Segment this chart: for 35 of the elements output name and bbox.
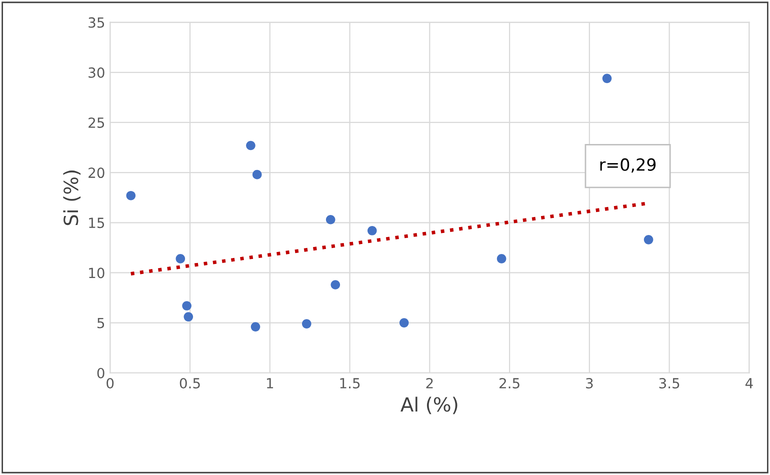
y-tick-label: 15 — [89, 218, 104, 228]
x-tick-label: 0 — [106, 378, 114, 388]
point — [252, 170, 262, 180]
x-tick-label: 3 — [586, 378, 593, 388]
x-tick-label: 1 — [266, 378, 274, 388]
point — [367, 226, 377, 236]
y-tick-label: 0 — [97, 368, 104, 378]
y-tick-label: 35 — [88, 17, 104, 28]
point — [176, 254, 186, 264]
point — [246, 140, 256, 150]
y-tick-label: 20 — [88, 168, 104, 178]
point — [182, 301, 192, 310]
point — [330, 280, 340, 290]
point — [302, 319, 312, 328]
point — [126, 190, 136, 200]
x-tick-label: 0.5 — [180, 378, 200, 388]
annotation: r=0,29 — [600, 158, 656, 173]
point — [644, 235, 654, 244]
y-tick-label: 10 — [89, 268, 104, 278]
point — [250, 322, 260, 332]
y-tick-label: 30 — [88, 67, 104, 78]
point — [326, 214, 336, 224]
x-tick-label: 2 — [426, 378, 433, 388]
y-axis-title: Si (%) — [63, 170, 81, 226]
x-tick-label: 3.5 — [659, 378, 680, 388]
x-tick-label: 4 — [745, 378, 753, 388]
x-axis-title: Al (%) — [400, 396, 458, 414]
x-tick-label: 2.5 — [500, 378, 520, 388]
point — [184, 312, 194, 322]
x-tick-label: 1.5 — [340, 378, 360, 388]
y-tick-label: 25 — [88, 117, 104, 128]
point — [602, 74, 612, 84]
y-tick-label: 5 — [97, 318, 104, 328]
point — [496, 254, 506, 264]
point — [399, 318, 409, 328]
